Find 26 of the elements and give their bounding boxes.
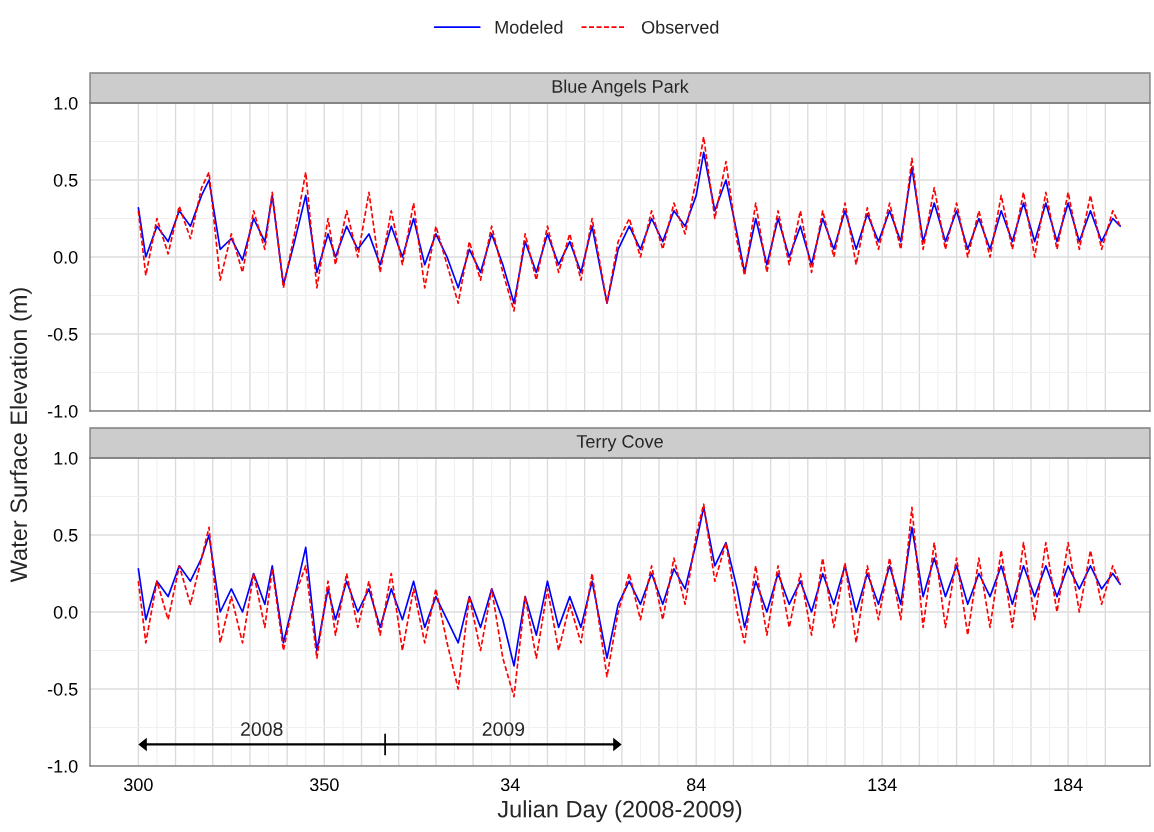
y-tick-label: -0.5 [47,327,78,341]
x-tick-label: 134 [868,778,897,792]
chart-title: Blue Angels Park [552,79,689,97]
y-tick-label: 0.0 [53,250,78,264]
y-tick-label: 0.0 [53,605,78,619]
y-tick-label: 1.0 [54,96,78,110]
x-axis-title: Julian Day (2008-2009) [497,800,742,823]
x-tick-label: 300 [123,778,153,792]
x-tick-label: 184 [1054,778,1083,792]
y-tick-label: 1.0 [54,451,78,465]
line-series [137,506,1122,667]
y-axis-title: Water Surface Elevation (m) [9,288,32,583]
legend-label: Observed [641,20,719,34]
x-tick-label: 84 [686,778,706,792]
annotation: 2009 [482,722,525,736]
legend-label: Modeled [495,20,563,34]
line-series [137,503,1122,698]
y-tick-label: -0.5 [47,682,78,696]
x-tick-label: 34 [500,778,520,792]
y-tick-label: -1.0 [47,759,78,773]
chart-title: Terry Cove [576,435,663,452]
y-tick-label: 0.5 [53,173,78,187]
annotation: 2008 [241,722,283,736]
y-tick-label: 0.5 [53,528,78,542]
y-tick-label: -1.0 [47,404,78,418]
x-tick-label: 350 [309,778,339,792]
